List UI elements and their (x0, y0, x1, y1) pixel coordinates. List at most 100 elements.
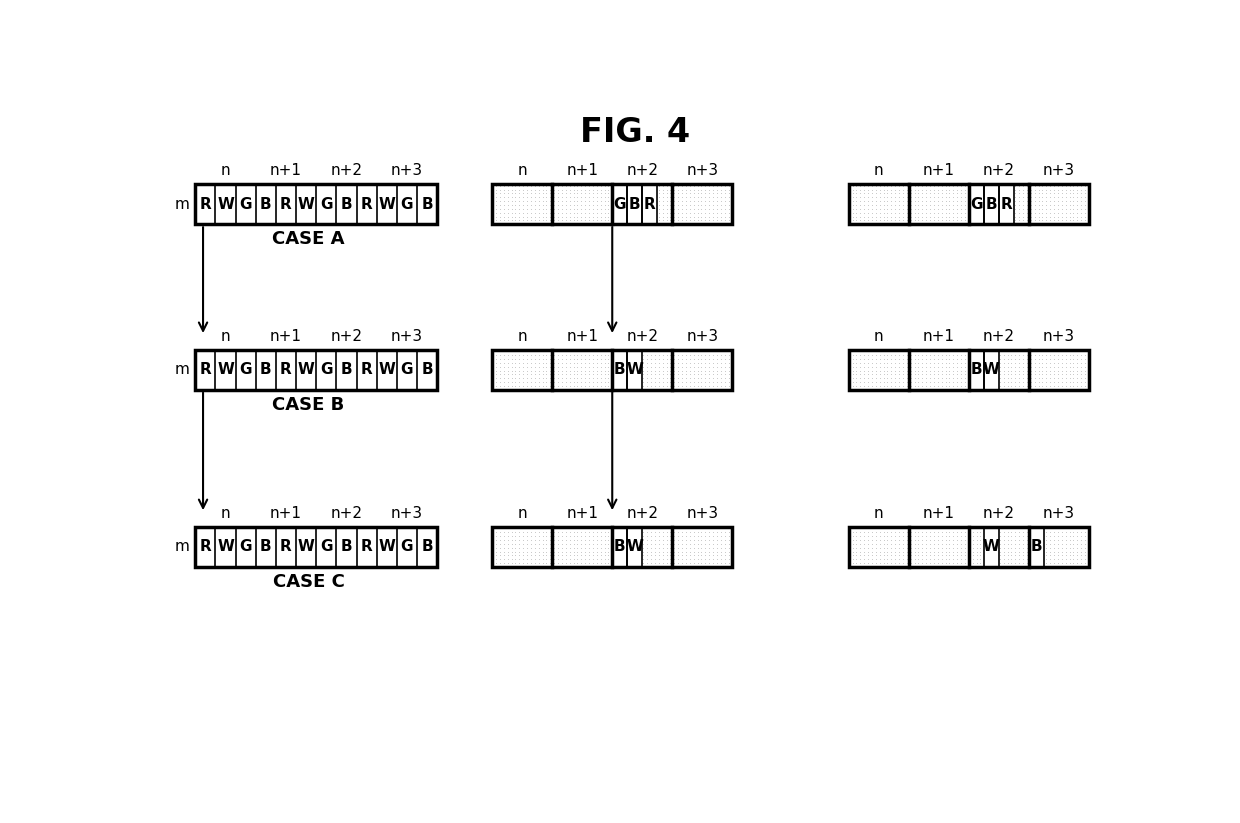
Point (940, 349, 960, 362)
Point (692, 179, 712, 193)
Point (517, 533, 537, 546)
Point (548, 375, 568, 388)
Point (1075, 210, 1095, 223)
Point (1044, 356, 1064, 370)
Point (928, 352, 947, 365)
Point (1068, 206, 1087, 219)
Point (924, 537, 944, 551)
Point (680, 552, 699, 565)
Point (940, 202, 960, 216)
Point (878, 187, 898, 200)
Point (506, 183, 526, 196)
Point (692, 533, 712, 546)
Point (951, 194, 971, 207)
Point (931, 187, 951, 200)
Point (703, 375, 723, 388)
Point (490, 360, 510, 374)
Point (603, 368, 622, 381)
Point (661, 379, 681, 393)
Point (699, 375, 719, 388)
Point (931, 210, 951, 223)
Point (568, 533, 588, 546)
Point (1071, 372, 1091, 385)
Point (668, 375, 688, 388)
Point (847, 549, 867, 562)
Point (486, 545, 506, 558)
Point (614, 179, 634, 193)
Point (711, 379, 730, 393)
Point (625, 526, 645, 539)
Point (599, 349, 619, 362)
Point (931, 368, 951, 381)
Point (692, 349, 712, 362)
Point (1017, 187, 1037, 200)
Point (975, 541, 994, 554)
Point (944, 556, 963, 570)
Point (997, 529, 1017, 542)
Point (1021, 206, 1040, 219)
Point (676, 533, 696, 546)
Point (661, 533, 681, 546)
Point (552, 375, 572, 388)
Point (1071, 545, 1091, 558)
Point (510, 375, 529, 388)
Point (501, 352, 521, 365)
Point (1002, 360, 1022, 374)
Point (610, 526, 630, 539)
Point (645, 549, 665, 562)
Point (714, 183, 734, 196)
Point (847, 214, 867, 227)
Point (528, 526, 548, 539)
Point (603, 364, 622, 377)
Point (928, 375, 947, 388)
Point (645, 349, 665, 362)
Point (668, 210, 688, 223)
Point (913, 210, 932, 223)
Point (603, 206, 622, 219)
Point (993, 556, 1013, 570)
Point (1021, 541, 1040, 554)
Point (490, 364, 510, 377)
Point (913, 179, 932, 193)
Point (707, 552, 727, 565)
Point (687, 352, 707, 365)
Point (510, 345, 529, 358)
Point (997, 360, 1017, 374)
Point (967, 191, 987, 204)
Point (657, 372, 677, 385)
Point (603, 545, 622, 558)
Point (1029, 549, 1049, 562)
Point (533, 356, 553, 370)
Point (661, 198, 681, 212)
Point (641, 194, 661, 207)
Point (1052, 368, 1071, 381)
Point (649, 202, 668, 216)
Point (548, 368, 568, 381)
Point (610, 206, 630, 219)
Point (862, 349, 882, 362)
Point (637, 179, 657, 193)
Point (905, 368, 925, 381)
Point (544, 202, 564, 216)
Point (707, 183, 727, 196)
Point (556, 549, 575, 562)
Point (486, 187, 506, 200)
Point (847, 202, 867, 216)
Point (618, 349, 637, 362)
Text: B: B (341, 362, 352, 377)
Point (533, 345, 553, 358)
Point (1052, 198, 1071, 212)
Point (556, 214, 575, 227)
Point (935, 210, 955, 223)
Point (599, 526, 619, 539)
Point (672, 179, 692, 193)
Point (847, 360, 867, 374)
Point (993, 529, 1013, 542)
Point (556, 194, 575, 207)
Point (1064, 179, 1084, 193)
Point (603, 183, 622, 196)
Point (1037, 549, 1056, 562)
Point (583, 541, 603, 554)
Point (900, 537, 920, 551)
Point (490, 206, 510, 219)
